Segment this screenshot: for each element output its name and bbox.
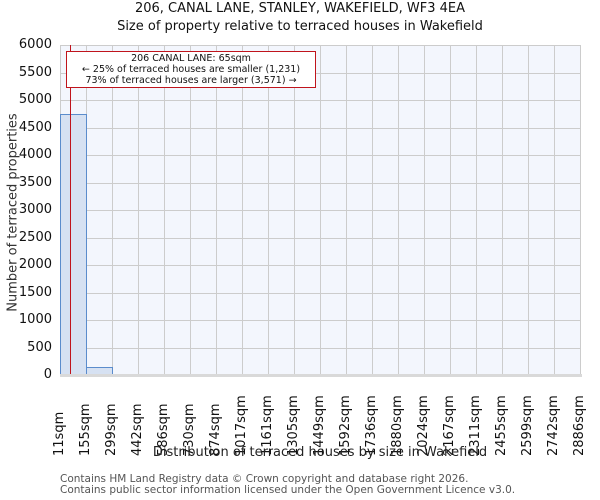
y-tick-label: 3500	[18, 174, 52, 190]
x-axis-line	[60, 374, 582, 377]
y-tick-label: 5000	[18, 92, 52, 107]
y-tick-label: 0	[43, 367, 52, 382]
histogram-bar	[60, 114, 87, 375]
v-gridline	[502, 45, 503, 375]
y-tick-label: 2000	[18, 257, 52, 272]
v-gridline	[294, 45, 295, 375]
v-gridline	[138, 45, 139, 375]
x-axis-label: Distribution of terraced houses by size …	[152, 445, 488, 460]
v-gridline	[372, 45, 373, 375]
v-gridline	[320, 45, 321, 375]
v-gridline	[346, 45, 347, 375]
plot-area	[60, 45, 581, 376]
y-tick-label: 4000	[18, 147, 52, 162]
y-tick-label: 1500	[18, 284, 52, 300]
v-gridline	[476, 45, 477, 375]
chart-subtitle: Size of property relative to terraced ho…	[117, 19, 483, 34]
footer-licence: Contains public sector information licen…	[60, 484, 516, 496]
annotation-line-3: 73% of terraced houses are larger (3,571…	[85, 75, 297, 86]
y-tick-label: 4500	[18, 119, 52, 135]
v-gridline	[580, 45, 581, 375]
y-tick-label: 3000	[18, 202, 52, 217]
v-gridline	[450, 45, 451, 375]
y-tick-label: 2500	[18, 229, 52, 245]
chart-title: 206, CANAL LANE, STANLEY, WAKEFIELD, WF3…	[134, 1, 466, 16]
y-tick-label: 5500	[18, 64, 52, 80]
annotation-line-1: 206 CANAL LANE: 65sqm	[131, 53, 251, 64]
v-gridline	[112, 45, 113, 375]
v-gridline	[398, 45, 399, 375]
y-tick-label: 6000	[18, 37, 52, 52]
v-gridline	[164, 45, 165, 375]
v-gridline	[216, 45, 217, 375]
v-gridline	[424, 45, 425, 375]
v-gridline	[190, 45, 191, 375]
annotation-box: 206 CANAL LANE: 65sqm ← 25% of terraced …	[66, 51, 316, 88]
v-gridline	[528, 45, 529, 375]
property-marker-line	[69, 45, 71, 375]
y-tick-label: 1000	[18, 312, 52, 327]
annotation-line-2: ← 25% of terraced houses are smaller (1,…	[81, 64, 301, 75]
y-tick-label: 500	[27, 339, 52, 355]
v-gridline	[554, 45, 555, 375]
v-gridline	[242, 45, 243, 375]
v-gridline	[268, 45, 269, 375]
footer-copyright: Contains HM Land Registry data © Crown c…	[60, 473, 469, 485]
